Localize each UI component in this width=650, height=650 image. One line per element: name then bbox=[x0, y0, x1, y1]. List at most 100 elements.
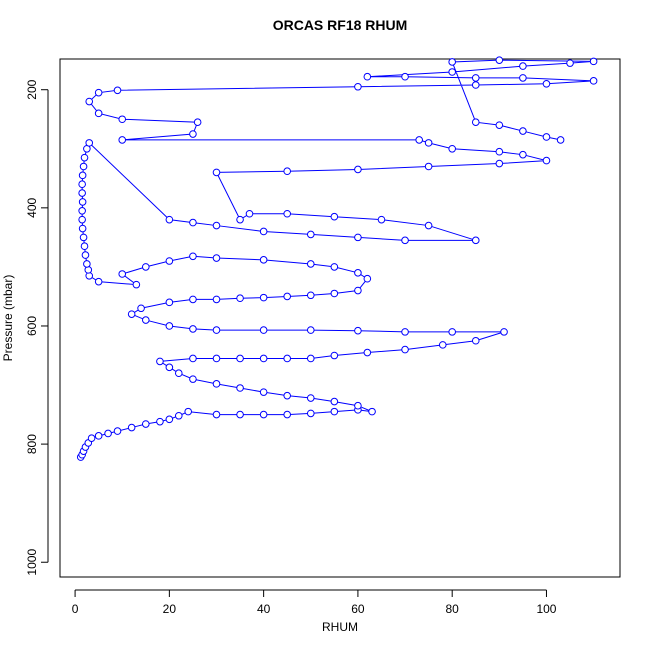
data-point bbox=[193, 118, 202, 126]
x-tick-label: 40 bbox=[257, 602, 271, 616]
data-point bbox=[189, 218, 197, 227]
data-point bbox=[354, 165, 362, 174]
data-point bbox=[104, 429, 112, 438]
data-point bbox=[259, 354, 268, 363]
data-point bbox=[137, 304, 145, 313]
data-point bbox=[495, 56, 504, 64]
data-point bbox=[83, 260, 91, 268]
data-point bbox=[78, 224, 87, 233]
data-point bbox=[165, 298, 174, 307]
data-point bbox=[174, 369, 183, 378]
data-point bbox=[424, 139, 433, 147]
data-point bbox=[330, 212, 339, 221]
data-point bbox=[80, 242, 89, 251]
data-point bbox=[519, 62, 527, 70]
data-point bbox=[236, 384, 244, 392]
data-point bbox=[165, 363, 174, 372]
data-point bbox=[212, 380, 221, 388]
data-point bbox=[438, 341, 447, 349]
x-tick-label: 80 bbox=[446, 602, 460, 616]
data-point bbox=[189, 375, 197, 383]
data-point bbox=[519, 150, 527, 159]
x-tick-label: 100 bbox=[536, 602, 556, 616]
data-point bbox=[165, 215, 174, 224]
data-point bbox=[79, 233, 88, 242]
data-point bbox=[94, 277, 103, 286]
data-point bbox=[306, 394, 315, 402]
data-point bbox=[283, 209, 292, 218]
data-point bbox=[354, 82, 362, 91]
plot-frame bbox=[59, 58, 621, 578]
data-point bbox=[236, 215, 244, 224]
data-point bbox=[448, 328, 456, 336]
data-point bbox=[94, 432, 103, 440]
data-point bbox=[589, 77, 598, 85]
data-point bbox=[306, 291, 315, 300]
data-point bbox=[141, 316, 150, 324]
data-point bbox=[212, 326, 221, 334]
data-point bbox=[448, 144, 456, 153]
data-point bbox=[85, 97, 94, 106]
data-point bbox=[471, 336, 480, 345]
data-point bbox=[330, 263, 339, 271]
data-point bbox=[245, 209, 254, 218]
data-point bbox=[401, 236, 409, 245]
data-point bbox=[401, 328, 409, 336]
data-point bbox=[283, 391, 292, 400]
data-point bbox=[113, 427, 122, 435]
data-point bbox=[78, 206, 86, 215]
data-point bbox=[306, 230, 315, 239]
data-point bbox=[174, 411, 183, 420]
data-point bbox=[424, 162, 433, 171]
data-point bbox=[330, 289, 339, 298]
data-point bbox=[283, 167, 292, 176]
x-tick-label: 20 bbox=[163, 602, 177, 616]
data-point bbox=[363, 348, 372, 357]
data-point bbox=[127, 423, 136, 432]
data-point bbox=[354, 286, 362, 295]
data-point bbox=[368, 407, 376, 416]
data-point bbox=[87, 434, 96, 442]
y-tick-label: 200 bbox=[25, 79, 39, 99]
data-point bbox=[401, 345, 409, 354]
data-point bbox=[589, 57, 598, 66]
data-point bbox=[259, 293, 268, 302]
data-point bbox=[141, 263, 150, 271]
data-point bbox=[259, 388, 268, 396]
data-point bbox=[448, 58, 456, 66]
data-point bbox=[363, 72, 372, 81]
data-point bbox=[156, 417, 164, 426]
data-point bbox=[189, 325, 197, 333]
data-point bbox=[259, 326, 268, 334]
data-point bbox=[354, 269, 362, 277]
data-point bbox=[424, 221, 433, 230]
y-tick-label: 1000 bbox=[25, 549, 39, 576]
data-point bbox=[519, 127, 527, 135]
data-point bbox=[542, 156, 551, 165]
data-point bbox=[306, 354, 315, 363]
data-point bbox=[306, 260, 315, 268]
data-point bbox=[113, 86, 122, 95]
data-point bbox=[156, 357, 164, 366]
data-point bbox=[141, 420, 150, 428]
data-point bbox=[495, 147, 504, 156]
data-point bbox=[283, 292, 292, 301]
data-point bbox=[330, 397, 339, 406]
x-axis-label: RHUM bbox=[322, 620, 358, 634]
data-point bbox=[118, 136, 127, 144]
data-point bbox=[94, 109, 103, 118]
data-point bbox=[556, 136, 565, 144]
data-point bbox=[495, 121, 504, 129]
data-point bbox=[78, 215, 86, 224]
data-point bbox=[363, 274, 372, 283]
y-tick-label: 600 bbox=[25, 316, 39, 336]
data-point bbox=[354, 326, 362, 335]
data-line bbox=[80, 59, 594, 458]
data-point bbox=[78, 189, 86, 197]
data-point bbox=[212, 168, 221, 177]
data-point bbox=[212, 295, 221, 304]
data-point bbox=[132, 280, 141, 289]
data-point bbox=[283, 354, 292, 363]
data-point bbox=[542, 80, 551, 88]
